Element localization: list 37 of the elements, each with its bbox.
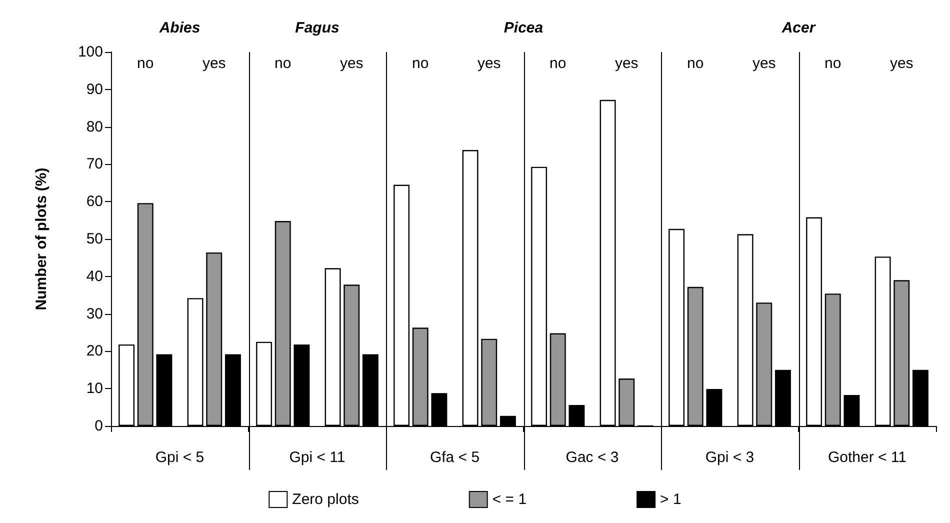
x-tick-label: yes [340, 55, 364, 72]
y-tick-label: 90 [86, 80, 103, 98]
y-tick-label: 80 [86, 118, 103, 136]
y-tick-label: 60 [86, 193, 103, 210]
y-axis-title: Number of plots (%) [33, 168, 50, 310]
text: Gpi < 5 [155, 449, 204, 466]
x-tick-label: no [550, 55, 566, 72]
y-tick-label: 10 [86, 380, 103, 398]
x-tick-label: yes [614, 55, 638, 72]
legend-label: Zero plots [292, 491, 359, 508]
x-tick-label: yes [890, 55, 914, 72]
y-tick-label: 40 [86, 268, 103, 285]
text: Acer [780, 20, 816, 36]
x-tick-label: no [412, 55, 429, 72]
text: Picea [504, 20, 544, 36]
legend-label: < = 1 [492, 491, 527, 508]
text: Abies [158, 20, 200, 36]
x-tick-label: yes [752, 55, 776, 72]
y-tick-label: 50 [86, 230, 103, 248]
x-tick-label: yes [477, 55, 501, 72]
x-tick-label: no [687, 55, 704, 72]
text: Gpi < 11 [289, 449, 346, 466]
y-tick-label: 100 [78, 44, 103, 60]
y-tick-label: 20 [86, 342, 103, 360]
text: Fagus [295, 20, 340, 36]
x-tick-label: no [137, 55, 154, 72]
x-tick-label: no [824, 55, 842, 72]
x-tick-label: no [274, 55, 292, 72]
y-tick-label: 0 [94, 418, 103, 434]
text: Gother < 11 [828, 449, 907, 466]
legend-label: > 1 [660, 491, 682, 508]
y-tick-label: 70 [86, 156, 103, 173]
text: Gpi < 3 [705, 449, 754, 466]
x-tick-label: yes [202, 55, 226, 72]
text: Gac < 3 [566, 449, 619, 466]
y-tick-label: 30 [86, 305, 103, 322]
text: Gfa < 5 [430, 449, 480, 466]
